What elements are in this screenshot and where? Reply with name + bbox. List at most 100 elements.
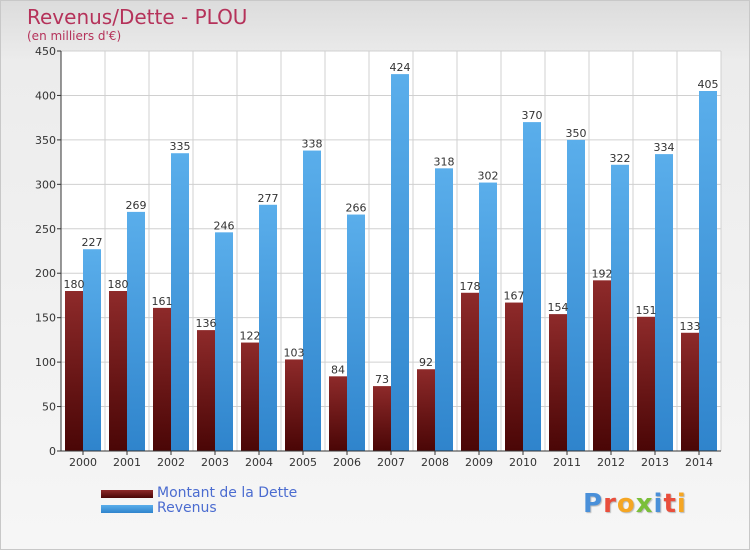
bar-debt [65,291,83,451]
y-tick-label: 350 [35,134,56,147]
bar-debt [109,291,127,451]
bar-debt [505,302,523,451]
data-label-revenus: 277 [258,192,279,205]
data-label-debt: 103 [284,346,305,359]
bar-debt [241,342,259,451]
data-label-debt: 180 [108,278,129,291]
logo-letter: t [663,489,677,519]
x-tick-label: 2012 [597,456,625,469]
data-label-revenus: 318 [434,155,455,168]
bar-debt [593,280,611,451]
x-tick-label: 2000 [69,456,97,469]
bar-revenus [259,204,277,451]
bar-revenus [83,249,101,451]
data-label-debt: 133 [680,320,701,333]
y-tick-label: 200 [35,267,56,280]
x-tick-label: 2009 [465,456,493,469]
data-label-revenus: 370 [522,109,543,122]
x-tick-label: 2007 [377,456,405,469]
x-tick-label: 2013 [641,456,669,469]
chart-subtitle: (en milliers d'€) [27,29,122,43]
data-label-debt: 151 [636,304,657,317]
logo-letter: o [616,489,636,519]
x-tick-label: 2011 [553,456,581,469]
legend-label-revenus: Revenus [157,500,217,516]
bar-revenus [567,139,585,451]
bar-revenus [523,122,541,451]
data-label-revenus: 302 [478,170,499,183]
bar-revenus [347,214,365,451]
legend-swatch-revenus [101,505,153,513]
bar-revenus [171,153,189,451]
chart-title: Revenus/Dette - PLOU [27,5,248,29]
logo-letter: r [603,489,617,519]
x-tick-label: 2008 [421,456,449,469]
y-tick-label: 450 [35,45,56,58]
data-label-debt: 161 [152,295,173,308]
data-label-revenus: 246 [214,219,235,232]
bar-revenus [611,164,629,451]
x-tick-label: 2005 [289,456,317,469]
data-label-debt: 84 [331,363,345,376]
data-label-revenus: 227 [82,236,103,249]
x-tick-label: 2004 [245,456,273,469]
bar-debt [637,316,655,451]
data-label-revenus: 266 [346,202,367,215]
data-label-debt: 136 [196,317,217,330]
y-tick-label: 300 [35,178,56,191]
bar-revenus [655,154,673,451]
x-tick-label: 2003 [201,456,229,469]
bar-revenus [479,182,497,452]
data-label-debt: 180 [64,278,85,291]
bar-debt [197,330,215,451]
y-tick-label: 400 [35,89,56,102]
data-label-debt: 122 [240,330,261,343]
y-tick-label: 100 [35,356,56,369]
bar-debt [417,369,435,451]
bar-revenus [303,150,321,452]
bar-debt [285,359,303,451]
x-tick-label: 2014 [685,456,713,469]
data-label-debt: 154 [548,301,569,314]
data-label-debt: 192 [592,267,613,280]
data-label-revenus: 405 [698,78,719,91]
y-tick-label: 250 [35,223,56,236]
bar-debt [153,307,171,451]
data-label-revenus: 350 [566,127,587,140]
bar-debt [461,292,479,451]
logo-letter: i [676,489,687,519]
x-tick-label: 2010 [509,456,537,469]
bar-revenus [127,211,145,451]
legend-label-dette: Montant de la Dette [157,485,298,501]
data-label-debt: 92 [419,356,433,369]
data-label-revenus: 334 [654,141,675,154]
data-label-revenus: 269 [126,199,147,212]
bar-debt [681,332,699,451]
data-label-debt: 73 [375,373,389,386]
bar-debt [329,376,347,451]
x-tick-label: 2002 [157,456,185,469]
logo-letter: P [583,489,604,519]
bar-revenus [391,74,409,451]
y-tick-label: 0 [49,445,56,458]
proxiti-logo: Proxiti [583,489,687,519]
data-label-revenus: 424 [390,61,411,74]
x-tick-label: 2006 [333,456,361,469]
data-label-revenus: 322 [610,152,631,165]
y-tick-label: 50 [42,401,56,414]
bar-debt [549,314,567,451]
y-tick-label: 150 [35,312,56,325]
x-tick-label: 2001 [113,456,141,469]
bar-debt [373,386,391,451]
bar-revenus [699,91,717,451]
bar-revenus [215,232,233,451]
bar-revenus [435,168,453,452]
data-label-debt: 178 [460,280,481,293]
data-label-debt: 167 [504,290,525,303]
logo-letter: i [653,489,664,519]
data-label-revenus: 335 [170,140,191,153]
data-label-revenus: 338 [302,138,323,151]
legend-swatch-dette [101,490,153,498]
